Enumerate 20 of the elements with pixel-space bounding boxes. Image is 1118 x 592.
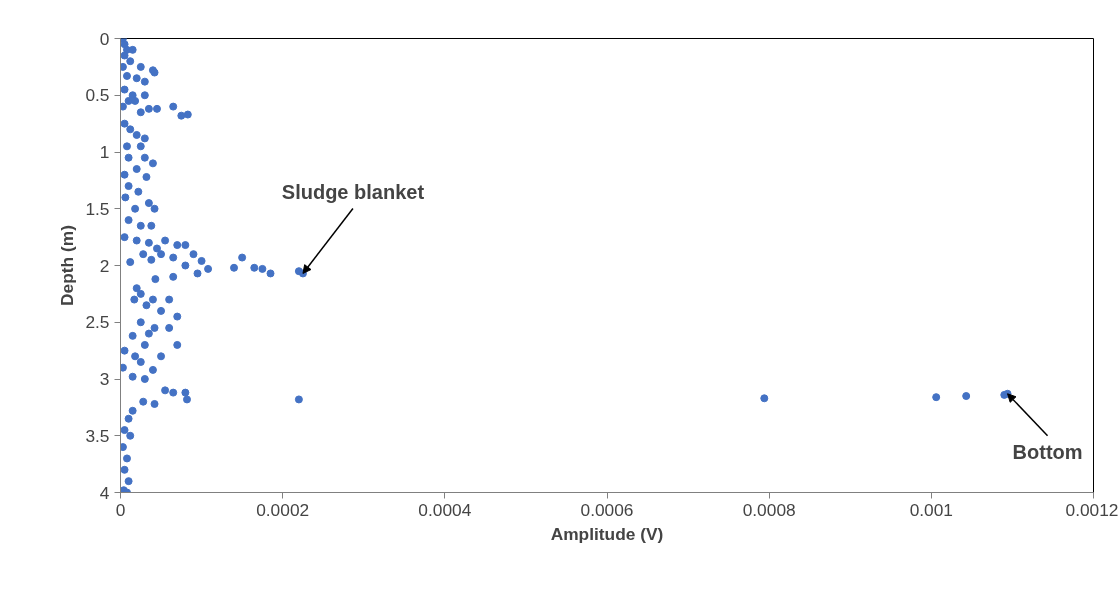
x-tick-label: 0.0008	[742, 499, 796, 520]
y-tick-label: 4	[99, 482, 110, 503]
x-tick-label: 0.001	[909, 499, 954, 520]
x-tick-label: 0.0002	[256, 499, 310, 520]
x-tick-label: 0.0004	[418, 499, 472, 520]
y-tick-label: 3	[99, 369, 110, 389]
y-tick-label: 0.5	[85, 85, 110, 106]
y-tick-label: 2.5	[85, 312, 110, 333]
y-axis-title: Depth (m)	[57, 225, 78, 306]
annotation: Bottom	[1012, 440, 1083, 463]
y-tick-label: 0	[99, 28, 110, 49]
x-tick-label: 0.0006	[580, 499, 634, 520]
x-tick-label: 0	[115, 499, 126, 520]
y-tick-label: 3.5	[85, 425, 110, 446]
x-tick-label: 0.0012	[1065, 499, 1118, 520]
annotation: Sludge blanket	[281, 181, 425, 204]
y-tick-label: 2	[99, 255, 110, 276]
y-tick-label: 1	[99, 142, 110, 162]
y-tick-label: 1.5	[85, 198, 110, 219]
x-axis-title: Amplitude (V)	[550, 523, 664, 544]
